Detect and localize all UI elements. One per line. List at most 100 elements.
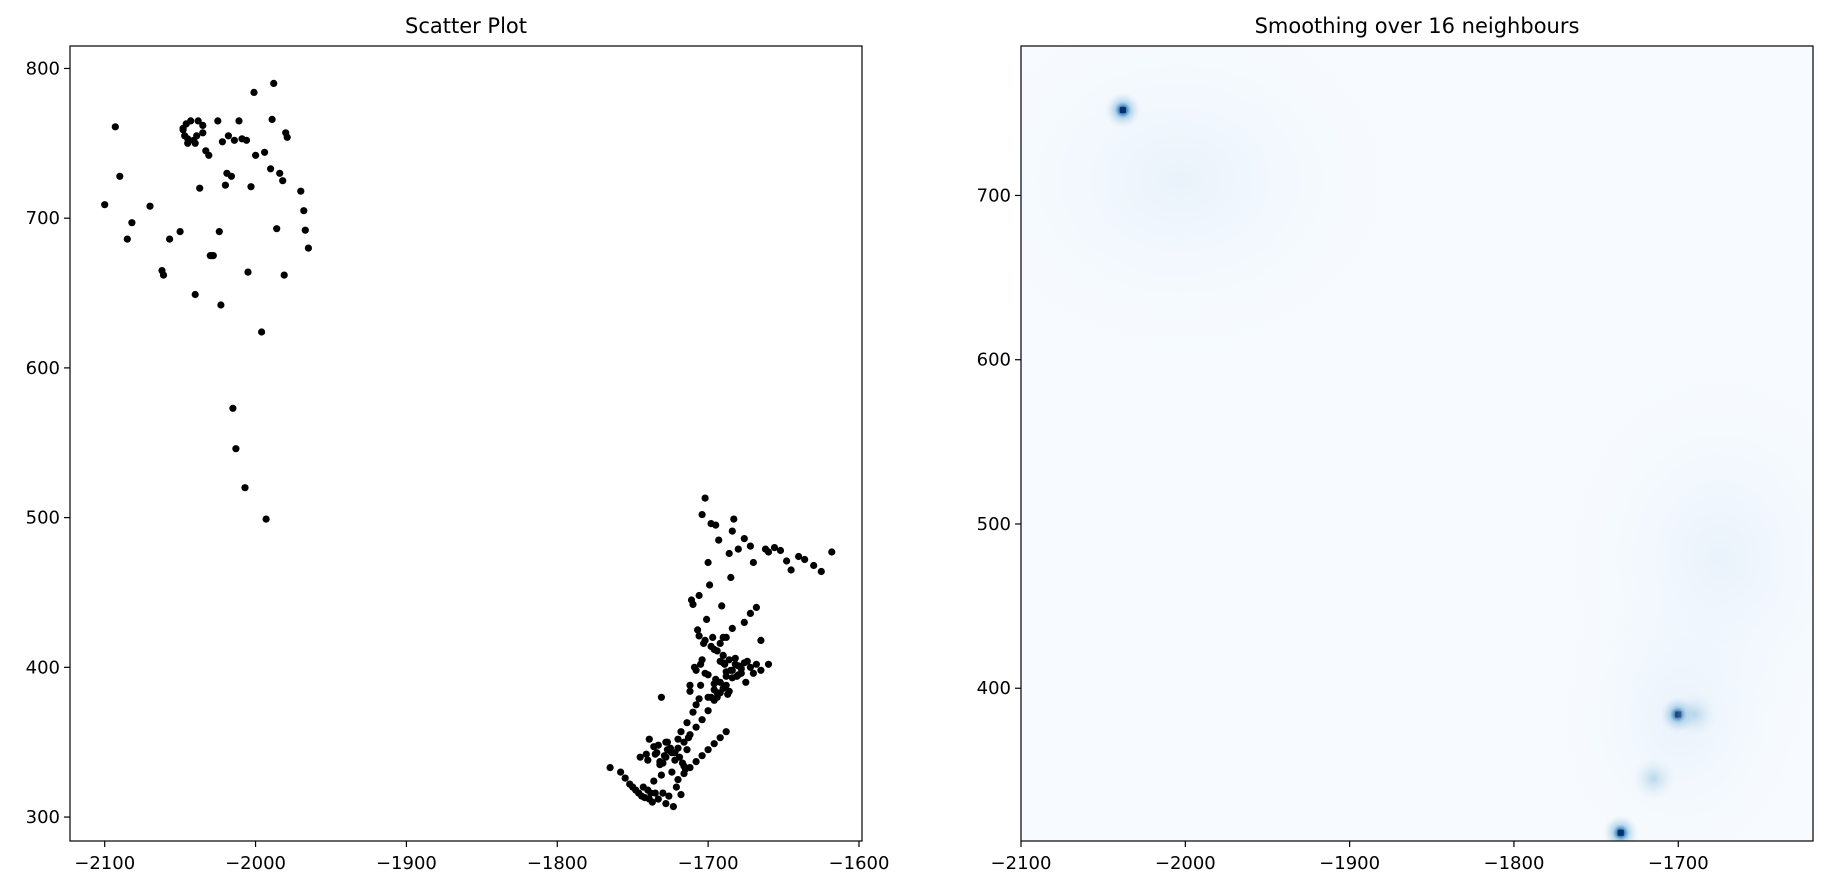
scatter-point (214, 117, 222, 125)
scatter-point (671, 756, 679, 764)
scatter-point (722, 672, 730, 680)
scatter-point (731, 654, 739, 662)
heatmap-hotspot-core (1617, 829, 1624, 836)
scatter-point (683, 719, 691, 727)
scatter-point (707, 642, 715, 651)
scatter-point (617, 768, 625, 776)
scatter-point (716, 734, 724, 742)
scatter-point (713, 647, 721, 655)
scatter-point (710, 740, 718, 748)
scatter-point (656, 758, 664, 766)
scatter-point (606, 764, 614, 772)
scatter-point (116, 172, 124, 180)
scatter-point (692, 723, 700, 731)
scatter-point (668, 768, 676, 776)
scatter-point (242, 136, 251, 144)
heatmap-y-axis: 400 500 600 700 (977, 185, 1021, 699)
scatter-point (217, 301, 225, 309)
scatter-point (665, 792, 673, 800)
scatter-point (191, 290, 199, 299)
scatter-title: Scatter Plot (405, 14, 527, 38)
scatter-point (111, 123, 119, 131)
heatmap-chart: Smoothing over 16 neighbours −2100 −2000−… (977, 14, 1814, 874)
scatter-point (704, 671, 712, 679)
scatter-point (801, 555, 809, 564)
scatter-point (689, 708, 697, 716)
scatter-point (654, 795, 662, 803)
scatter-point (710, 686, 718, 694)
heatmap-hotspot (1602, 814, 1639, 841)
x-tick-label: −2100 (991, 853, 1052, 874)
x-tick-label: −1800 (527, 853, 588, 874)
scatter-point (740, 535, 748, 543)
scatter-point (817, 567, 825, 576)
scatter-point (680, 770, 688, 778)
scatter-point (692, 701, 700, 709)
scatter-point (215, 228, 223, 236)
scatter-point (677, 728, 685, 736)
scatter-point (651, 750, 659, 758)
scatter-point (722, 681, 730, 689)
scatter-point (128, 219, 136, 227)
y-tick-label: 600 (977, 350, 1011, 371)
scatter-point (247, 183, 255, 191)
scatter-point (740, 659, 748, 667)
scatter-point (752, 660, 761, 668)
scatter-point (273, 225, 281, 233)
scatter-point (262, 515, 270, 523)
scatter-point (674, 744, 682, 752)
scatter-point (749, 669, 758, 677)
scatter-point (734, 545, 742, 553)
scatter-point (727, 573, 735, 582)
scatter-point (650, 743, 658, 751)
scatter-point (230, 136, 238, 144)
scatter-point (279, 177, 287, 185)
scatter-point (193, 132, 201, 140)
heatmap-density (1021, 46, 1813, 841)
scatter-point (636, 753, 644, 761)
scatter-point (159, 271, 168, 279)
scatter-point (698, 656, 706, 664)
scatter-point (716, 678, 724, 686)
scatter-point (261, 148, 269, 156)
scatter-point (621, 774, 629, 782)
heatmap-title: Smoothing over 16 neighbours (1255, 14, 1580, 38)
scatter-point (704, 693, 712, 701)
scatter-point (776, 546, 785, 555)
heatmap-plot-frame (1020, 45, 1814, 842)
scatter-point (196, 184, 204, 192)
scatter-y-axis: 300 400 500 600 700 800 (26, 58, 70, 828)
heatmap-hotspot (1672, 692, 1717, 737)
scatter-point (221, 181, 229, 189)
scatter-point (695, 695, 703, 703)
scatter-point (692, 758, 700, 766)
scatter-point (146, 202, 154, 210)
scatter-point (703, 615, 711, 624)
scatter-point (267, 165, 275, 173)
scatter-point (728, 666, 736, 674)
scatter-point (698, 752, 706, 760)
heatmap-hotspots (1104, 92, 1717, 841)
scatter-point (218, 138, 226, 146)
y-tick-label: 500 (977, 514, 1011, 535)
scatter-point (268, 115, 276, 123)
scatter-point (280, 271, 288, 279)
scatter-point (695, 591, 703, 600)
scatter-point (683, 746, 691, 754)
scatter-point (657, 771, 666, 779)
scatter-point (686, 731, 694, 739)
scatter-point (704, 707, 712, 715)
scatter-point (728, 674, 736, 682)
scatter-point (650, 777, 658, 785)
scatter-point (697, 681, 705, 689)
scatter-point (304, 244, 312, 252)
scatter-point (648, 798, 656, 806)
scatter-point (276, 169, 284, 177)
scatter-point (199, 129, 207, 137)
scatter-point (224, 132, 232, 140)
scatter-point (710, 696, 718, 704)
x-tick-label: −1700 (1648, 853, 1709, 874)
x-tick-label: −1600 (829, 853, 890, 874)
scatter-point (194, 117, 202, 125)
